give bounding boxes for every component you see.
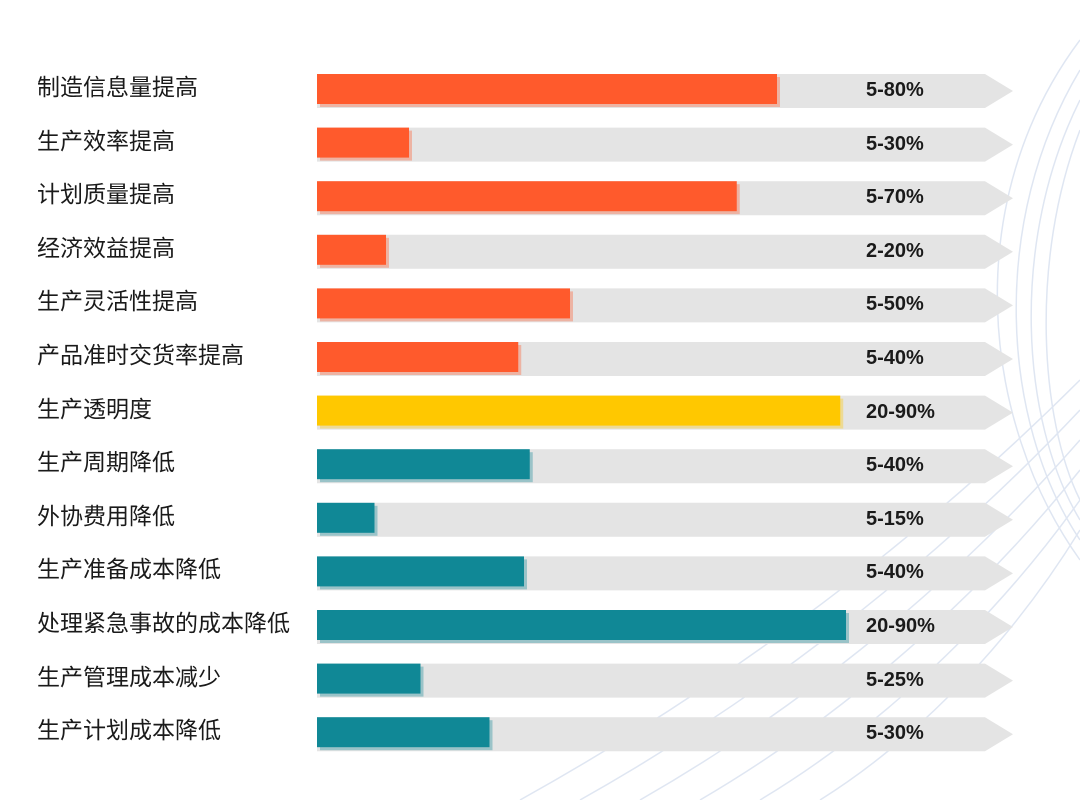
- category-label: 制造信息量提高: [37, 75, 198, 101]
- value-label: 5-30%: [866, 722, 924, 745]
- value-label: 2-20%: [866, 239, 924, 262]
- bar: [317, 234, 386, 265]
- chart-bars: [317, 74, 849, 751]
- value-label: 5-40%: [866, 454, 924, 477]
- value-label: 5-15%: [866, 507, 924, 530]
- bar: [317, 74, 777, 104]
- value-label: 5-80%: [866, 79, 924, 101]
- value-label: 20-90%: [866, 400, 935, 423]
- category-label: 经济效益提高: [37, 235, 175, 262]
- category-label: 产品准时交货率提高: [37, 343, 244, 369]
- bar: [317, 717, 490, 748]
- bar: [317, 449, 530, 480]
- category-label: 生产管理成本减少: [37, 664, 221, 691]
- bar: [317, 127, 409, 158]
- bar: [317, 502, 375, 533]
- bar-track: [317, 502, 1013, 537]
- value-label: 5-30%: [866, 132, 924, 155]
- value-label: 5-40%: [866, 347, 924, 369]
- bar: [317, 395, 841, 426]
- bar: [317, 556, 524, 587]
- category-label: 计划质量提高: [37, 182, 175, 209]
- category-label: 生产透明度: [37, 396, 152, 423]
- category-label: 外协费用降低: [37, 503, 175, 530]
- category-label: 生产准备成本降低: [37, 557, 221, 584]
- category-label: 处理紧急事故的成本降低: [37, 611, 290, 637]
- bar-track: [317, 234, 1013, 269]
- category-label: 生产效率提高: [37, 128, 175, 155]
- value-label: 5-40%: [866, 561, 924, 584]
- category-label: 生产灵活性提高: [37, 289, 198, 316]
- bar-track: [317, 663, 1013, 698]
- category-label: 生产计划成本降低: [37, 718, 221, 745]
- bar: [317, 181, 737, 212]
- value-label: 5-50%: [866, 293, 924, 316]
- bar-track: [317, 717, 1013, 752]
- value-label: 5-25%: [866, 668, 924, 691]
- value-label: 5-70%: [866, 186, 924, 209]
- bar-track: [317, 127, 1013, 162]
- bar: [317, 342, 519, 372]
- bar: [317, 663, 421, 694]
- bar: [317, 610, 846, 640]
- bar: [317, 288, 570, 319]
- category-label: 生产周期降低: [37, 450, 175, 477]
- value-label: 20-90%: [866, 615, 935, 637]
